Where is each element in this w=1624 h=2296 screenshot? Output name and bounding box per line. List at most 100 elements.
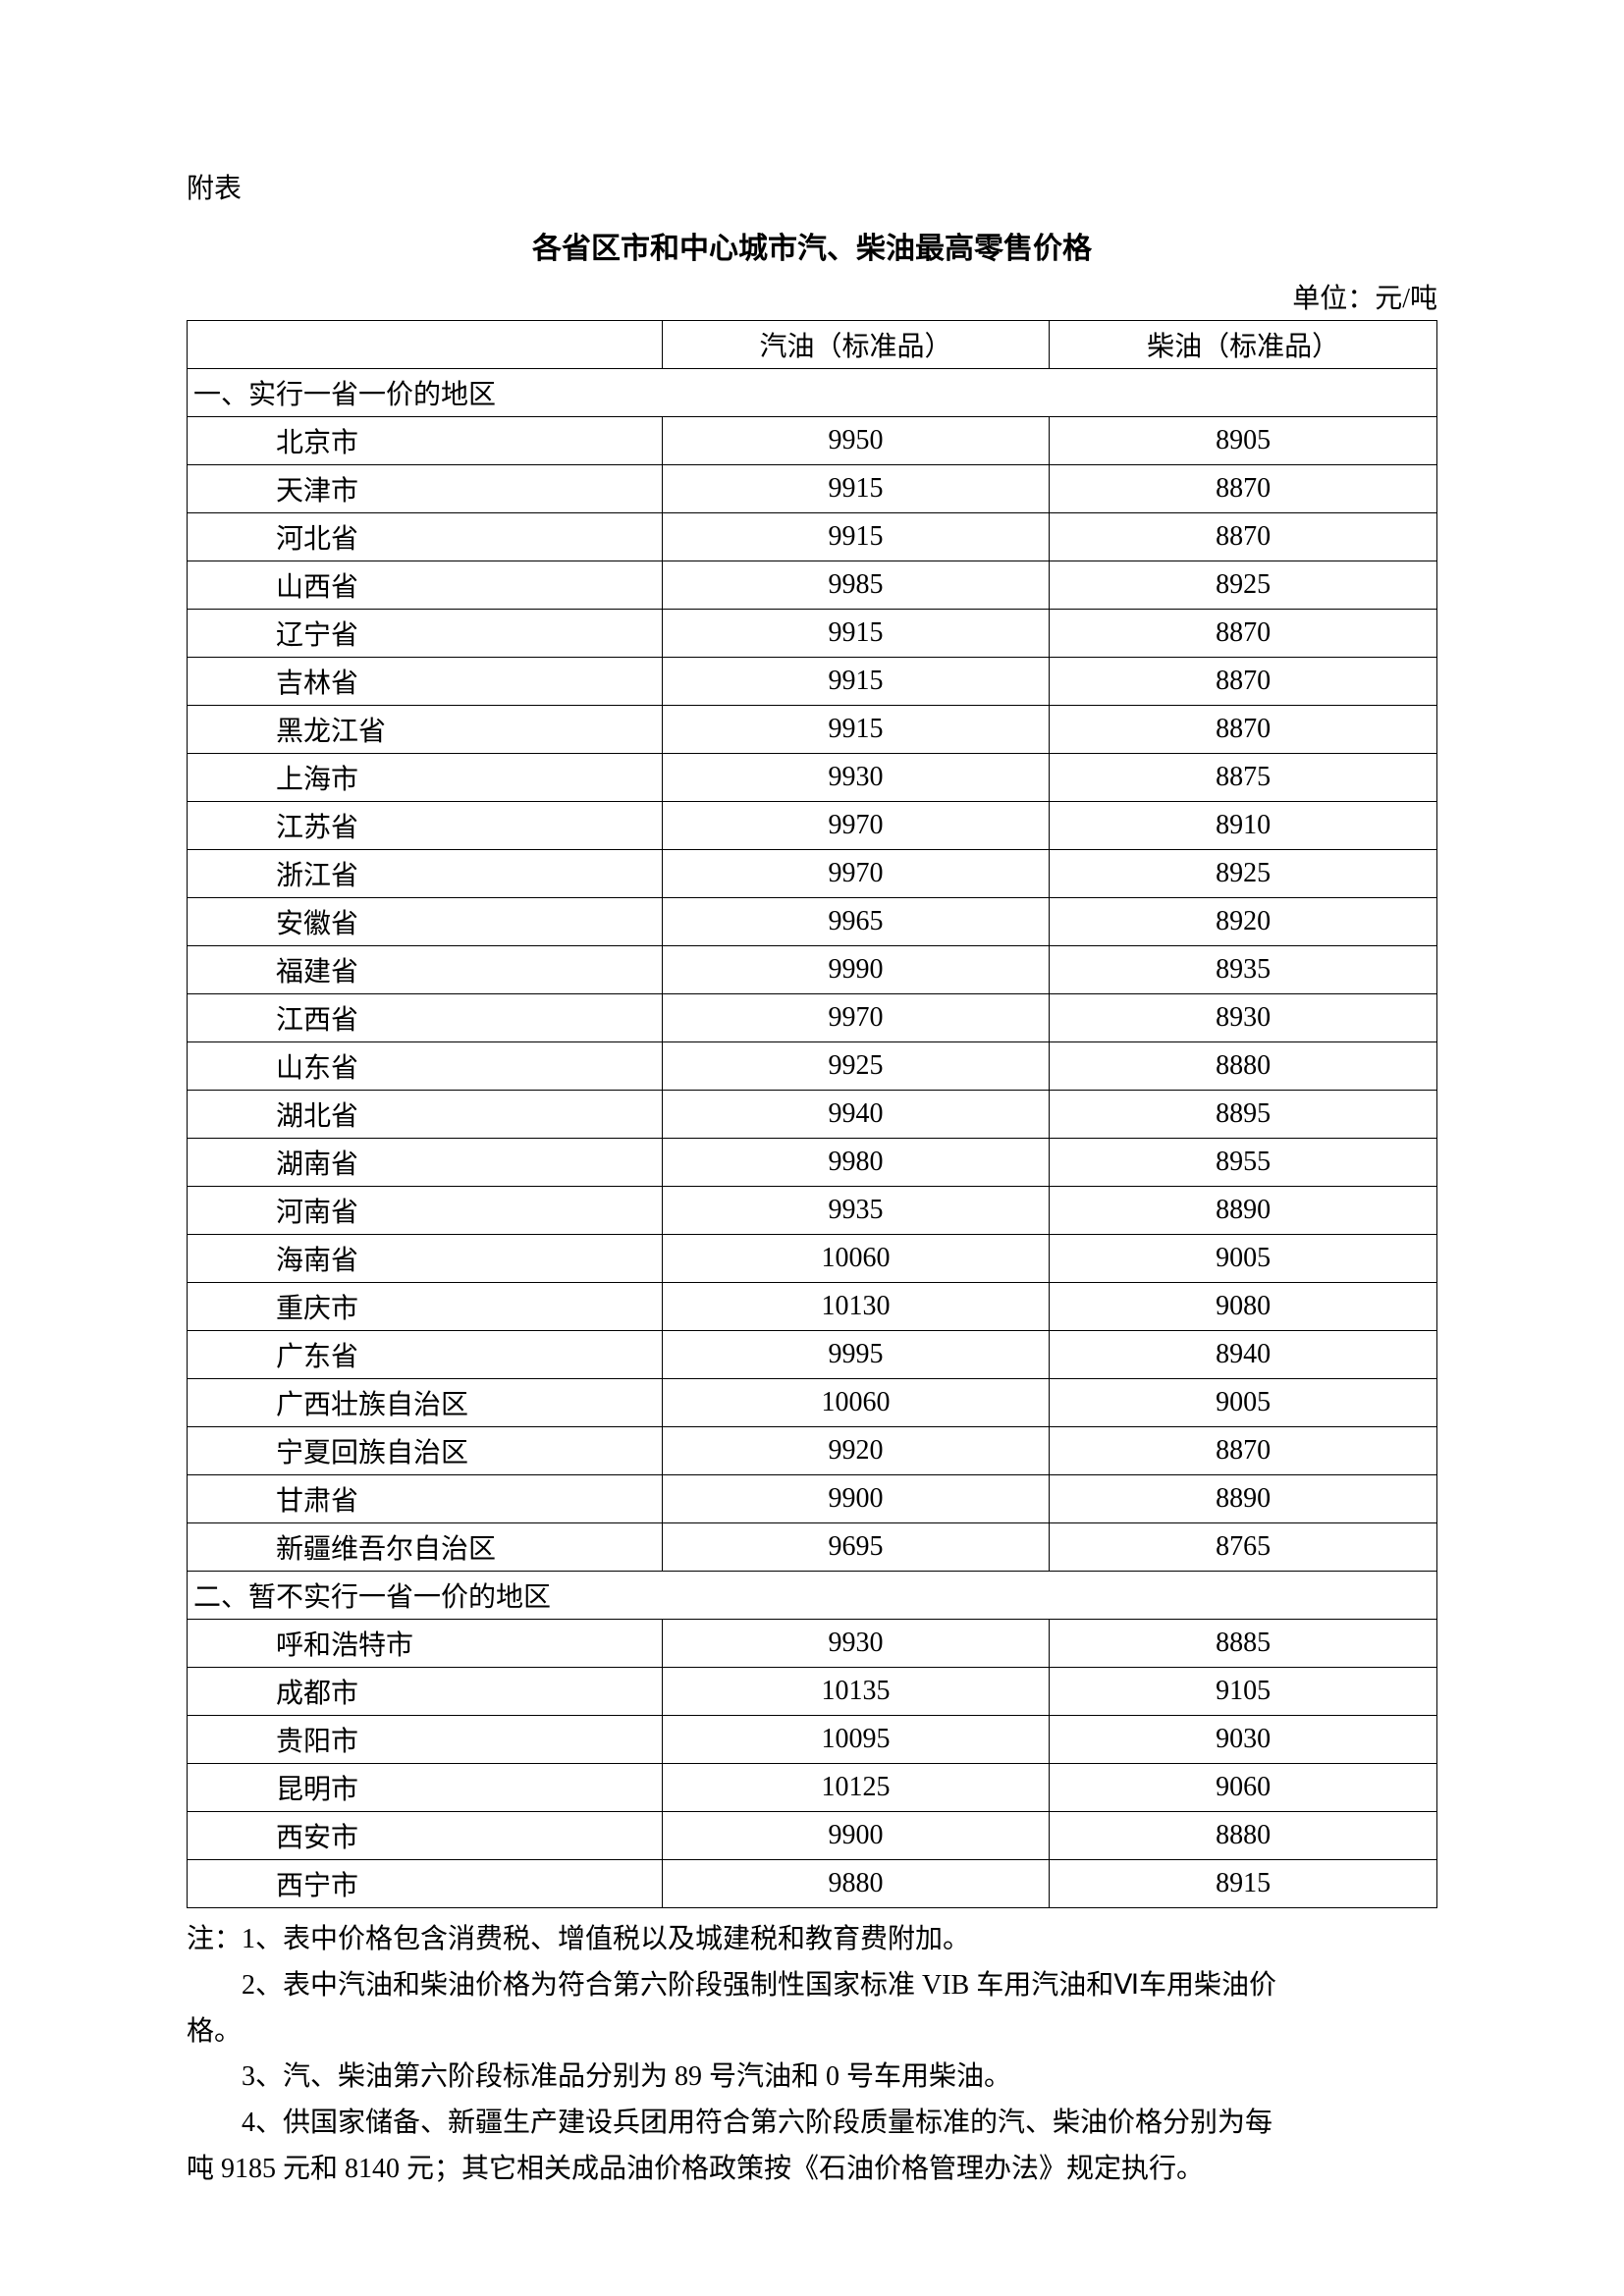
gas-price: 9995	[662, 1331, 1050, 1379]
region-name: 宁夏回族自治区	[188, 1427, 663, 1475]
data-row: 昆明市101259060	[188, 1764, 1437, 1812]
data-row: 新疆维吾尔自治区96958765	[188, 1523, 1437, 1572]
note-4b: 吨 9185 元和 8140 元；其它相关成品油价格政策按《石油价格管理办法》规…	[187, 2148, 1437, 2192]
diesel-price: 8930	[1050, 994, 1437, 1042]
data-row: 江西省99708930	[188, 994, 1437, 1042]
region-name: 湖南省	[188, 1139, 663, 1187]
gas-price: 9965	[662, 898, 1050, 946]
diesel-price: 8910	[1050, 802, 1437, 850]
data-row: 重庆市101309080	[188, 1283, 1437, 1331]
region-name: 北京市	[188, 417, 663, 465]
region-name: 贵阳市	[188, 1716, 663, 1764]
region-name: 江西省	[188, 994, 663, 1042]
region-name: 河南省	[188, 1187, 663, 1235]
data-row: 贵阳市100959030	[188, 1716, 1437, 1764]
diesel-price: 9060	[1050, 1764, 1437, 1812]
region-name: 西宁市	[188, 1860, 663, 1908]
diesel-price: 8870	[1050, 513, 1437, 561]
diesel-price: 8890	[1050, 1475, 1437, 1523]
region-name: 山东省	[188, 1042, 663, 1091]
data-row: 湖南省99808955	[188, 1139, 1437, 1187]
region-name: 新疆维吾尔自治区	[188, 1523, 663, 1572]
data-row: 辽宁省99158870	[188, 610, 1437, 658]
region-name: 甘肃省	[188, 1475, 663, 1523]
gas-price: 9970	[662, 802, 1050, 850]
gas-price: 10135	[662, 1668, 1050, 1716]
gas-price: 9880	[662, 1860, 1050, 1908]
region-name: 河北省	[188, 513, 663, 561]
data-row: 上海市99308875	[188, 754, 1437, 802]
region-name: 西安市	[188, 1812, 663, 1860]
data-row: 山西省99858925	[188, 561, 1437, 610]
diesel-price: 8870	[1050, 610, 1437, 658]
gas-price: 9930	[662, 754, 1050, 802]
data-row: 西宁市98808915	[188, 1860, 1437, 1908]
note-2b: 格。	[187, 2010, 1437, 2055]
data-row: 甘肃省99008890	[188, 1475, 1437, 1523]
section-row: 一、实行一省一价的地区	[188, 369, 1437, 417]
region-name: 海南省	[188, 1235, 663, 1283]
gas-price: 9930	[662, 1620, 1050, 1668]
gas-price: 9990	[662, 946, 1050, 994]
data-row: 黑龙江省99158870	[188, 706, 1437, 754]
data-row: 广东省99958940	[188, 1331, 1437, 1379]
gas-price: 9970	[662, 994, 1050, 1042]
region-name: 江苏省	[188, 802, 663, 850]
gas-price: 9985	[662, 561, 1050, 610]
region-name: 呼和浩特市	[188, 1620, 663, 1668]
region-name: 吉林省	[188, 658, 663, 706]
section-row: 二、暂不实行一省一价的地区	[188, 1572, 1437, 1620]
diesel-price: 8765	[1050, 1523, 1437, 1572]
gas-price: 9915	[662, 610, 1050, 658]
section-title: 一、实行一省一价的地区	[188, 369, 1437, 417]
gas-price: 9940	[662, 1091, 1050, 1139]
region-name: 辽宁省	[188, 610, 663, 658]
region-name: 黑龙江省	[188, 706, 663, 754]
region-name: 昆明市	[188, 1764, 663, 1812]
data-row: 浙江省99708925	[188, 850, 1437, 898]
diesel-price: 8870	[1050, 1427, 1437, 1475]
gas-price: 10095	[662, 1716, 1050, 1764]
diesel-price: 9005	[1050, 1235, 1437, 1283]
region-name: 湖北省	[188, 1091, 663, 1139]
gas-price: 9915	[662, 513, 1050, 561]
gas-price: 9950	[662, 417, 1050, 465]
diesel-price: 8905	[1050, 417, 1437, 465]
gas-price: 9925	[662, 1042, 1050, 1091]
gas-price: 9695	[662, 1523, 1050, 1572]
region-name: 安徽省	[188, 898, 663, 946]
diesel-price: 8920	[1050, 898, 1437, 946]
gas-price: 9980	[662, 1139, 1050, 1187]
region-name: 上海市	[188, 754, 663, 802]
region-name: 广东省	[188, 1331, 663, 1379]
gas-price: 9915	[662, 706, 1050, 754]
data-row: 宁夏回族自治区99208870	[188, 1427, 1437, 1475]
gas-price: 9915	[662, 658, 1050, 706]
note-4a: 4、供国家储备、新疆生产建设兵团用符合第六阶段质量标准的汽、柴油价格分别为每	[187, 2102, 1437, 2146]
diesel-price: 8955	[1050, 1139, 1437, 1187]
region-name: 山西省	[188, 561, 663, 610]
diesel-price: 8940	[1050, 1331, 1437, 1379]
document-prefix: 附表	[187, 167, 1437, 206]
region-name: 浙江省	[188, 850, 663, 898]
data-row: 湖北省99408895	[188, 1091, 1437, 1139]
data-row: 河北省99158870	[188, 513, 1437, 561]
data-row: 北京市99508905	[188, 417, 1437, 465]
diesel-price: 8875	[1050, 754, 1437, 802]
gas-price: 9900	[662, 1475, 1050, 1523]
gas-price: 9970	[662, 850, 1050, 898]
gas-price: 9915	[662, 465, 1050, 513]
gas-price: 9900	[662, 1812, 1050, 1860]
diesel-price: 9080	[1050, 1283, 1437, 1331]
region-name: 成都市	[188, 1668, 663, 1716]
region-name: 重庆市	[188, 1283, 663, 1331]
gas-price: 9935	[662, 1187, 1050, 1235]
region-name: 天津市	[188, 465, 663, 513]
gas-price: 9920	[662, 1427, 1050, 1475]
diesel-price: 8925	[1050, 561, 1437, 610]
diesel-price: 8880	[1050, 1812, 1437, 1860]
diesel-price: 8870	[1050, 465, 1437, 513]
data-row: 天津市99158870	[188, 465, 1437, 513]
gas-price: 10130	[662, 1283, 1050, 1331]
gas-price: 10060	[662, 1379, 1050, 1427]
